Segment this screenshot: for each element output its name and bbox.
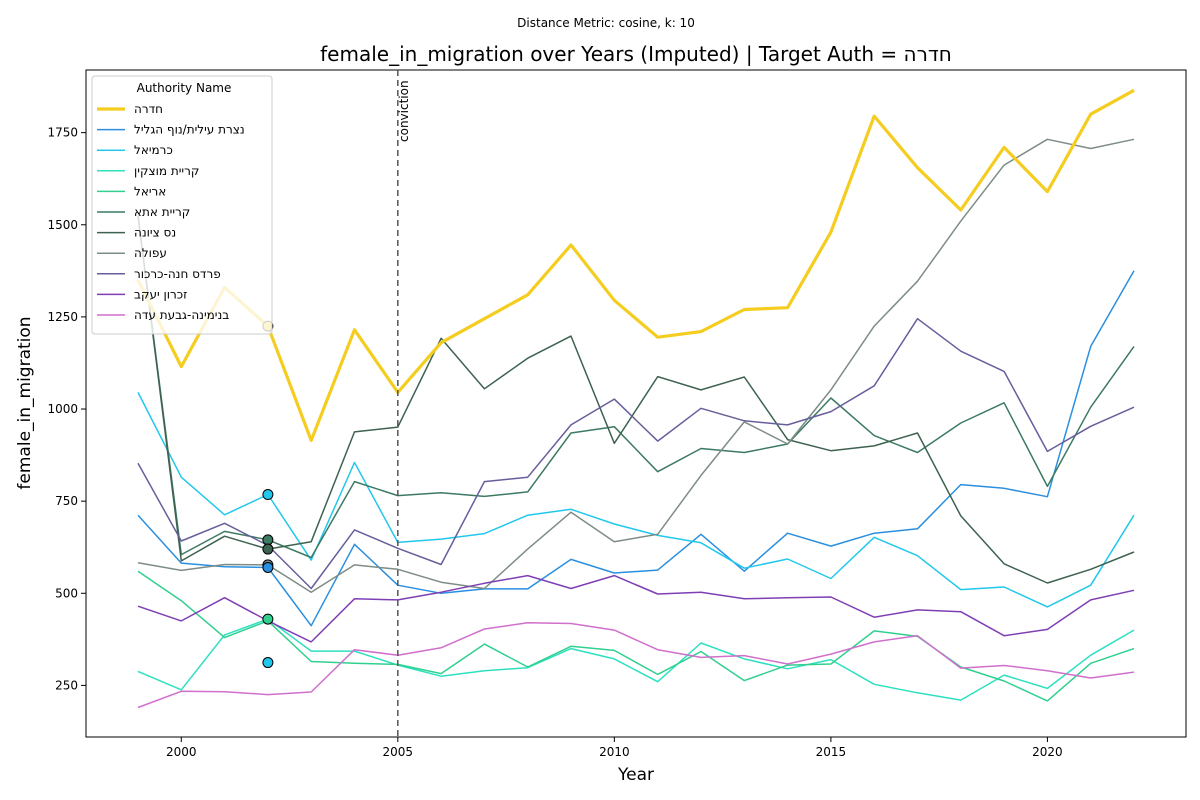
series-line xyxy=(137,570,1135,702)
legend-title: Authority Name xyxy=(137,81,232,95)
imputed-marker xyxy=(262,534,274,546)
y-tick-label: 1250 xyxy=(47,310,78,324)
y-tick-label: 500 xyxy=(55,586,78,600)
x-axis-label: Year xyxy=(617,765,654,785)
series-group xyxy=(136,88,1135,709)
x-tick-label: 2010 xyxy=(599,745,630,759)
imputed-marker xyxy=(262,657,274,669)
conviction-label: conviction xyxy=(397,80,411,142)
chart-suptitle: Distance Metric: cosine, k: 10 xyxy=(517,16,695,30)
legend-entry: בנימינה-גבעת עדה xyxy=(134,308,229,322)
series-line xyxy=(137,618,1135,701)
series-line xyxy=(137,574,1135,643)
x-tick-label: 2005 xyxy=(383,745,414,759)
legend-entry: פרדס חנה-כרכור xyxy=(134,267,221,281)
plot-frame xyxy=(85,69,1187,738)
y-axis-label: female_in_migration xyxy=(15,316,35,489)
imputed-marker xyxy=(262,613,274,625)
x-tick-label: 2000 xyxy=(166,745,197,759)
series-line xyxy=(137,270,1135,627)
imputed-marker xyxy=(262,561,274,573)
plot-area: 2000 2005 2010 2015 2020 250 500 750 1000 1250 150… xyxy=(47,69,1187,759)
y-tick-label: 250 xyxy=(55,678,78,692)
imputed-marker xyxy=(262,489,274,501)
y-tick-label: 750 xyxy=(55,494,78,508)
legend-entry: נס ציונה xyxy=(134,226,176,240)
series-line xyxy=(137,392,1135,608)
y-tick-label: 1750 xyxy=(47,126,78,140)
legend-entry: נצרת עילית/נוף הגליל xyxy=(134,123,245,137)
x-tick-label: 2015 xyxy=(816,745,847,759)
legend-entry: קריית מוצקין xyxy=(134,164,199,178)
series-line xyxy=(137,138,1135,593)
legend: Authority Name חדרה נצרת עילית/נוף הגליל כר… xyxy=(91,75,273,335)
imputed-marker xyxy=(262,543,274,555)
series-line xyxy=(137,317,1135,590)
series-line xyxy=(137,215,1135,584)
y-tick-label: 1000 xyxy=(47,402,78,416)
legend-entry: חדרה xyxy=(134,102,163,116)
legend-entry: כרמיאל xyxy=(134,143,173,157)
series-line xyxy=(137,622,1135,709)
chart-title: female_in_migration over Years (Imputed)… xyxy=(320,42,952,66)
series-line xyxy=(136,88,1135,442)
legend-entry: אריאל xyxy=(134,184,166,198)
x-tick-label: 2020 xyxy=(1032,745,1063,759)
legend-entry: זכרון יעקב xyxy=(134,287,187,301)
series-line xyxy=(137,215,1135,559)
legend-entry: קריית אתא xyxy=(134,205,190,219)
legend-box xyxy=(91,75,273,335)
legend-entry: עפולה xyxy=(134,246,167,260)
y-tick-label: 1500 xyxy=(47,218,78,232)
